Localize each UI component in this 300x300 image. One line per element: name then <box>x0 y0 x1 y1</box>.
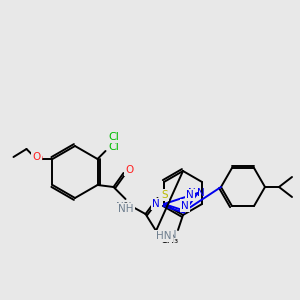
Text: N: N <box>197 188 205 198</box>
Text: NH: NH <box>116 202 131 212</box>
Text: Cl: Cl <box>109 142 119 152</box>
Text: S: S <box>161 190 168 200</box>
Text: N: N <box>152 199 160 209</box>
Text: Cl: Cl <box>108 132 119 142</box>
Text: HN: HN <box>160 230 176 240</box>
Text: N: N <box>181 201 189 211</box>
Text: O: O <box>32 152 40 162</box>
Text: CH₃: CH₃ <box>161 235 179 245</box>
Text: N: N <box>181 199 189 209</box>
Text: N: N <box>188 188 196 198</box>
Text: NH: NH <box>118 204 133 214</box>
Text: S: S <box>159 189 166 199</box>
Text: O: O <box>124 165 133 175</box>
Text: O: O <box>125 165 134 175</box>
Text: N: N <box>186 190 194 200</box>
Text: N: N <box>154 199 162 209</box>
Text: HN: HN <box>156 231 171 241</box>
Text: O: O <box>34 154 43 164</box>
